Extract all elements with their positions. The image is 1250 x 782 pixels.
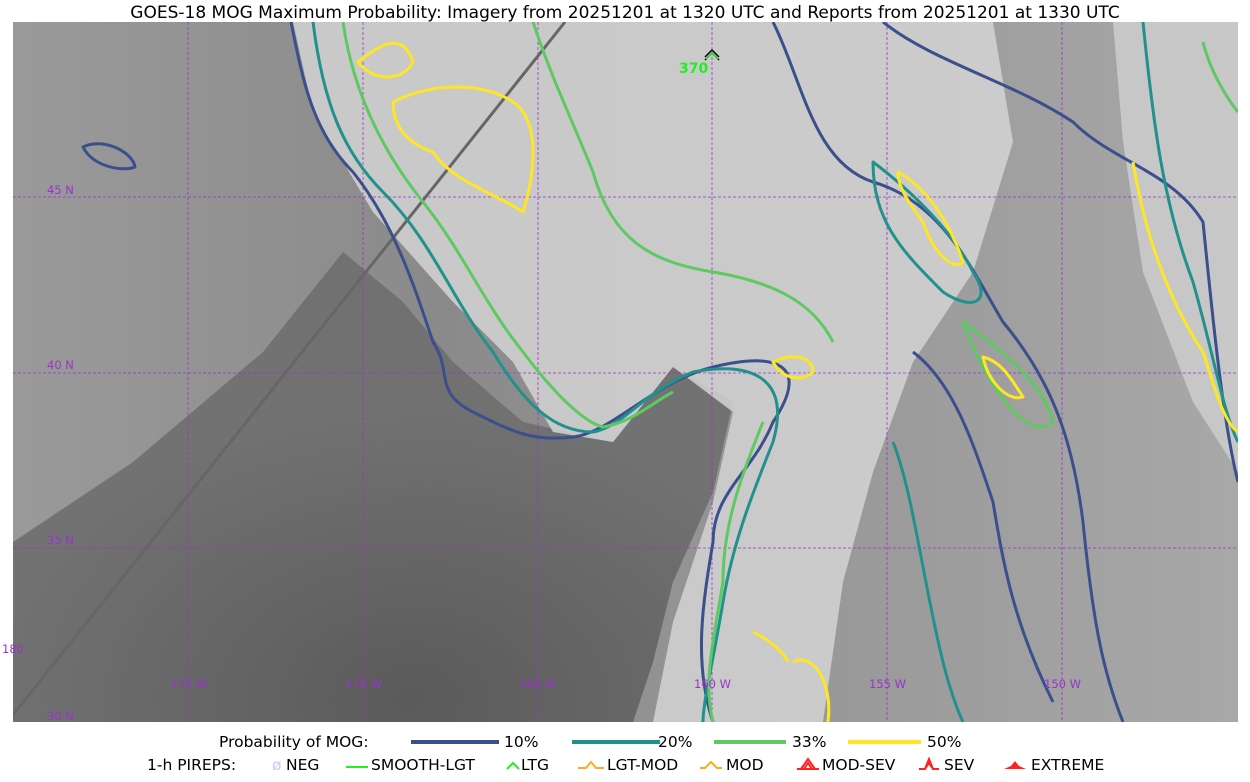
legend-label: 33% [792, 733, 827, 751]
legend-swatch-50 [848, 740, 921, 744]
lgt-mod-icon [578, 760, 604, 769]
sev-icon [919, 757, 939, 770]
pireps-legend-title: 1-h PIREPS: [147, 756, 237, 774]
lon-label: 155 W [869, 677, 906, 691]
extreme-icon [1004, 761, 1026, 769]
lon-label: 170 W [345, 677, 382, 691]
contour-20 [311, 22, 779, 722]
lon-label: 160 W [694, 677, 731, 691]
lat-label: 35 N [47, 533, 74, 547]
lat-label: 40 N [47, 358, 74, 372]
contour-10 [289, 22, 791, 722]
dark-dry-region [13, 252, 733, 722]
lon-label: 165 W [519, 677, 556, 691]
mod-icon [700, 760, 722, 769]
smooth-lgt-icon [346, 766, 368, 768]
lon-label: 150 W [1044, 677, 1081, 691]
legend-label: NEG [286, 756, 320, 774]
probability-legend-title: Probability of MOG: [219, 733, 369, 751]
lon-label: 180 [2, 642, 24, 656]
mod-sev-icon [797, 757, 819, 770]
neg-icon: ø [272, 756, 282, 774]
lat-label: 45 N [47, 183, 74, 197]
legend-swatch-20 [572, 740, 660, 744]
legend-swatch-10 [411, 740, 499, 744]
legend-label: SEV [944, 756, 975, 774]
legend-label: LTG [521, 756, 549, 774]
grid-lines [13, 22, 1238, 722]
contour-33 [341, 22, 674, 429]
legend-label: EXTREME [1031, 756, 1105, 774]
ltg-report-icon-inner [705, 51, 719, 60]
lon-label: 175 W [170, 677, 207, 691]
swath-edge [13, 22, 567, 716]
ltg-icon [506, 761, 520, 770]
satellite-map [13, 22, 1238, 722]
legend-label: MOD-SEV [822, 756, 896, 774]
lat-label: 30 N [47, 709, 74, 723]
chart-title: GOES-18 MOG Maximum Probability: Imagery… [130, 3, 1120, 23]
report-label: 370 [679, 61, 709, 77]
legend-label: 20% [658, 733, 693, 751]
contour-50 [356, 41, 415, 79]
legend-label: LGT-MOD [607, 756, 679, 774]
contours [81, 22, 1238, 722]
legend-label: SMOOTH-LGT [371, 756, 475, 774]
legend-label: 50% [927, 733, 962, 751]
legend-label: 10% [504, 733, 539, 751]
legend-swatch-33 [714, 740, 786, 744]
legend-label: MOD [726, 756, 764, 774]
